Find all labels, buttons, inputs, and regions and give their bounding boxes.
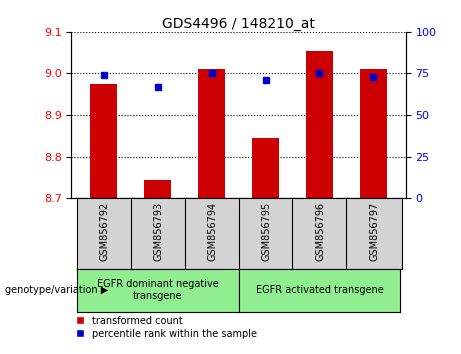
Bar: [360, 69, 387, 198]
Title: GDS4496 / 148210_at: GDS4496 / 148210_at: [162, 17, 315, 31]
Text: GSM856796: GSM856796: [315, 202, 325, 261]
Text: genotype/variation ▶: genotype/variation ▶: [5, 285, 108, 295]
Bar: [306, 51, 333, 198]
Bar: [144, 179, 171, 198]
Text: EGFR activated transgene: EGFR activated transgene: [255, 285, 383, 295]
Text: GSM856793: GSM856793: [154, 202, 164, 261]
Text: GSM856792: GSM856792: [100, 202, 110, 261]
Bar: [252, 138, 279, 198]
Text: EGFR dominant negative
transgene: EGFR dominant negative transgene: [97, 279, 219, 301]
Text: GSM856795: GSM856795: [261, 202, 272, 261]
Bar: [90, 84, 117, 198]
Bar: [198, 69, 225, 198]
Text: GSM856797: GSM856797: [369, 202, 379, 261]
Text: GSM856794: GSM856794: [207, 202, 218, 261]
Legend: transformed count, percentile rank within the sample: transformed count, percentile rank withi…: [77, 316, 257, 338]
